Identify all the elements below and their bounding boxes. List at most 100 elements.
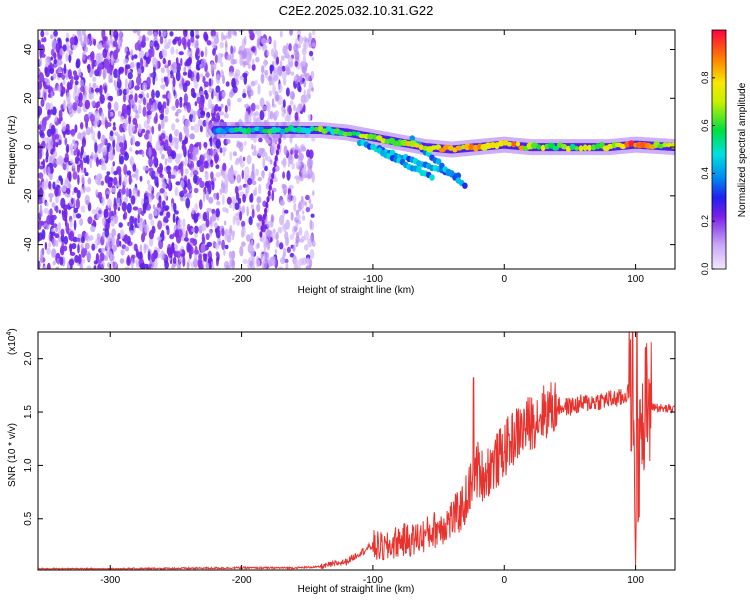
noise-speckle [312, 190, 315, 196]
noise-speckle [290, 211, 294, 221]
noise-speckle [238, 197, 242, 205]
noise-speckle [232, 85, 238, 94]
noise-speckle [309, 50, 314, 57]
noise-speckle [311, 56, 315, 61]
noise-speckle [264, 254, 268, 263]
noise-streak-mark [271, 172, 275, 179]
noise-speckle [298, 263, 301, 269]
noise-speckle [298, 35, 304, 45]
noise-speckle [53, 30, 58, 37]
noise-speckle [146, 192, 152, 197]
noise-speckle [192, 92, 197, 99]
spectrogram-y-label: Frequency (Hz) [7, 116, 18, 185]
noise-speckle [130, 195, 136, 205]
noise-speckle [211, 261, 214, 267]
signal-blob [489, 142, 497, 149]
signal-blob [376, 135, 383, 141]
noise-speckle [119, 229, 125, 240]
noise-speckle [193, 225, 199, 234]
noise-streak-mark [259, 231, 263, 238]
noise-speckle [234, 160, 240, 166]
noise-speckle [167, 59, 171, 67]
noise-speckle [45, 102, 51, 112]
noise-speckle [274, 248, 278, 255]
noise-speckle [107, 198, 112, 209]
noise-speckle [122, 133, 126, 143]
noise-speckle [274, 110, 279, 118]
noise-speckle [173, 244, 178, 249]
noise-speckle [285, 87, 290, 97]
noise-speckle [226, 54, 232, 61]
noise-speckle [57, 37, 62, 44]
noise-speckle [196, 72, 200, 83]
noise-speckle [275, 56, 280, 65]
noise-speckle [107, 182, 113, 188]
signal-blob [313, 126, 319, 132]
noise-speckle [310, 221, 315, 231]
noise-speckle [62, 182, 67, 193]
noise-speckle [239, 57, 244, 66]
noise-speckle [300, 235, 306, 242]
snr-series-line [38, 332, 675, 570]
noise-speckle [163, 216, 168, 223]
noise-speckle [159, 36, 164, 45]
noise-speckle [293, 202, 297, 212]
noise-speckle [293, 75, 298, 82]
noise-speckle [273, 258, 276, 267]
noise-speckle [261, 147, 266, 158]
noise-speckle [135, 170, 139, 181]
noise-speckle [80, 243, 84, 250]
noise-speckle [284, 236, 289, 247]
noise-speckle [71, 243, 77, 250]
noise-speckle [113, 197, 117, 207]
noise-speckle [82, 51, 86, 61]
noise-speckle [91, 243, 96, 251]
x-tick-label: -300 [100, 575, 120, 586]
noise-speckle [160, 132, 166, 140]
noise-speckle [129, 147, 133, 152]
noise-speckle [227, 98, 231, 107]
noise-speckle [214, 242, 220, 250]
signal-track-layer [207, 122, 675, 189]
noise-speckle [87, 63, 91, 74]
noise-speckle [48, 242, 52, 248]
noise-speckle [50, 56, 54, 61]
noise-speckle [200, 111, 206, 116]
noise-speckle [195, 92, 201, 98]
noise-speckle [82, 184, 86, 194]
noise-speckle [77, 253, 82, 265]
noise-speckle [145, 51, 149, 58]
noise-speckle [84, 232, 89, 241]
signal-blob [662, 142, 668, 148]
noise-speckle [270, 144, 276, 155]
noise-speckle [191, 207, 195, 215]
noise-speckle [230, 58, 236, 65]
noise-speckle [148, 167, 154, 172]
noise-speckle [85, 200, 90, 206]
noise-speckle [231, 250, 236, 260]
noise-speckle [210, 77, 214, 87]
noise-speckle [270, 214, 274, 223]
noise-speckle [258, 216, 264, 222]
noise-speckle [63, 63, 67, 74]
noise-speckle [293, 43, 299, 53]
noise-speckle [211, 40, 217, 49]
noise-speckle [94, 111, 100, 122]
noise-speckle [224, 231, 227, 242]
noise-speckle [79, 79, 84, 88]
noise-speckle [223, 248, 226, 256]
noise-speckle [295, 236, 301, 244]
noise-speckle [149, 41, 154, 47]
noise-speckle [303, 171, 308, 178]
noise-speckle [168, 38, 172, 45]
noise-speckle [205, 190, 210, 201]
noise-speckle [251, 255, 255, 266]
noise-speckle [206, 40, 212, 46]
noise-speckle [200, 243, 206, 254]
noise-speckle [44, 242, 48, 250]
noise-speckle [138, 104, 142, 115]
noise-speckle [304, 201, 308, 207]
spectrogram-y-axis: -40 -20 0 20 40 [23, 44, 675, 252]
spectrogram-frame [37, 29, 676, 270]
